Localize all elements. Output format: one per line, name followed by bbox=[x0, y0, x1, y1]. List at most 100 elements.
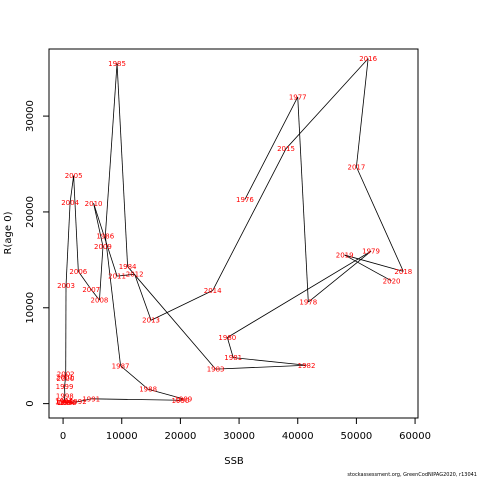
point-label: 2011 bbox=[108, 273, 126, 281]
trajectory-segment bbox=[215, 364, 307, 370]
point-label: 1988 bbox=[139, 386, 157, 394]
point-label: 2002 bbox=[57, 370, 75, 378]
x-tick-label: 60000 bbox=[399, 431, 431, 442]
point-label: 1981 bbox=[224, 354, 242, 362]
point-label: 1997 bbox=[55, 398, 73, 406]
point-label: 2016 bbox=[359, 55, 377, 63]
trajectory-segment bbox=[356, 58, 369, 167]
point-label: 1979 bbox=[362, 248, 380, 256]
trajectory-segment bbox=[64, 401, 67, 403]
trajectory-segment bbox=[78, 271, 92, 290]
point-label: 1999 bbox=[56, 383, 74, 391]
y-axis-title: R(age 0) bbox=[3, 211, 14, 254]
point-label: 2009 bbox=[94, 243, 112, 251]
point-label: 2006 bbox=[69, 268, 87, 276]
trajectory-segment bbox=[150, 290, 213, 321]
trajectory-segment bbox=[297, 96, 309, 303]
x-tick-label: 50000 bbox=[340, 431, 372, 442]
trajectory-segment bbox=[212, 148, 287, 291]
trajectory-segment bbox=[285, 58, 369, 149]
point-labels: 1976 1977 1978 1979 1980 1981 1982 1983 1984 1985… bbox=[55, 55, 412, 407]
point-label: 2007 bbox=[82, 286, 100, 294]
point-label: 1980 bbox=[218, 334, 236, 342]
point-label: 2018 bbox=[394, 268, 412, 276]
trajectory-segment bbox=[90, 289, 100, 301]
point-label: 1984 bbox=[119, 263, 137, 271]
trajectory-segment bbox=[148, 388, 184, 400]
point-label: 1994 bbox=[57, 399, 75, 407]
point-label: 2019 bbox=[336, 252, 354, 260]
point-label: 2015 bbox=[277, 145, 295, 153]
trajectory-segment bbox=[64, 378, 66, 387]
point-label: 1982 bbox=[298, 362, 316, 370]
series-trajectory bbox=[63, 58, 404, 404]
trajectory-segment bbox=[99, 246, 104, 301]
x-axis: 0 10000 20000 30000 40000 50000 60000 bbox=[60, 417, 431, 442]
point-label: 1993 bbox=[59, 399, 77, 407]
point-label: 1996 bbox=[55, 399, 73, 407]
point-label: 2008 bbox=[91, 297, 109, 305]
point-label: 2020 bbox=[383, 277, 401, 285]
trajectory-segment bbox=[233, 357, 307, 366]
point-label: 1987 bbox=[112, 362, 130, 370]
trajectory-segment bbox=[91, 398, 181, 401]
x-tick-label: 0 bbox=[60, 431, 66, 442]
x-tick-label: 10000 bbox=[106, 431, 138, 442]
source-footer: stockassessment.org, GreenCodNIPAG2020, … bbox=[347, 472, 477, 478]
trajectory-segment bbox=[134, 274, 152, 321]
trajectory-segment bbox=[226, 337, 234, 358]
trajectory-segment bbox=[227, 250, 372, 338]
point-label: 1991 bbox=[82, 395, 100, 403]
trajectory-segment bbox=[93, 203, 118, 277]
x-tick-label: 20000 bbox=[165, 431, 197, 442]
trajectory-segment bbox=[344, 254, 404, 272]
y-tick-label: 20000 bbox=[25, 196, 36, 228]
trajectory-segment bbox=[180, 398, 184, 401]
point-label: 1986 bbox=[96, 232, 114, 240]
point-label: 2012 bbox=[126, 271, 144, 279]
trajectory-segment bbox=[64, 373, 67, 377]
trajectory-segment bbox=[64, 376, 66, 379]
point-label: 1995 bbox=[56, 398, 74, 406]
trajectory-segment bbox=[117, 273, 135, 277]
point-label: 1989 bbox=[174, 395, 192, 403]
trajectory-segment bbox=[77, 398, 92, 403]
trajectory-segment bbox=[104, 63, 118, 236]
trajectory-segment bbox=[73, 175, 79, 272]
point-label: 2013 bbox=[142, 317, 160, 325]
point-label: 1983 bbox=[207, 366, 225, 374]
trajectory-segment bbox=[127, 266, 216, 370]
point-label: 1978 bbox=[299, 299, 317, 307]
trajectory-segment bbox=[69, 175, 75, 203]
y-tick-label: 0 bbox=[25, 400, 36, 406]
y-tick-label: 30000 bbox=[25, 100, 36, 132]
y-axis: 0 10000 20000 30000 bbox=[25, 100, 50, 407]
trajectory-segment bbox=[104, 235, 121, 366]
point-label: 2014 bbox=[204, 287, 222, 295]
point-label: 2000 bbox=[57, 375, 75, 383]
trajectory-segment bbox=[67, 401, 78, 404]
point-label: 1985 bbox=[108, 60, 126, 68]
trajectory-segment bbox=[356, 166, 404, 272]
point-label: 2017 bbox=[347, 163, 365, 171]
trajectory-segment bbox=[93, 203, 104, 247]
point-label: 2001 bbox=[56, 373, 74, 381]
trajectory-segment bbox=[120, 365, 149, 390]
point-label: 1977 bbox=[289, 93, 307, 101]
point-label: 2004 bbox=[61, 199, 79, 207]
trajectory-segment bbox=[63, 395, 66, 402]
x-tick-label: 30000 bbox=[223, 431, 255, 442]
point-label: 1990 bbox=[171, 397, 189, 405]
point-label: 1998 bbox=[56, 392, 74, 400]
y-tick-label: 10000 bbox=[25, 292, 36, 324]
trajectory-segment bbox=[65, 202, 71, 286]
x-tick-label: 40000 bbox=[282, 431, 314, 442]
point-label: 2010 bbox=[85, 200, 103, 208]
point-label: 1976 bbox=[236, 196, 254, 204]
x-axis-title: SSB bbox=[224, 456, 244, 467]
trajectory-segment bbox=[244, 96, 299, 200]
point-label: 2003 bbox=[57, 282, 75, 290]
point-label: 1992 bbox=[69, 398, 87, 406]
trajectory-segment bbox=[344, 254, 392, 282]
